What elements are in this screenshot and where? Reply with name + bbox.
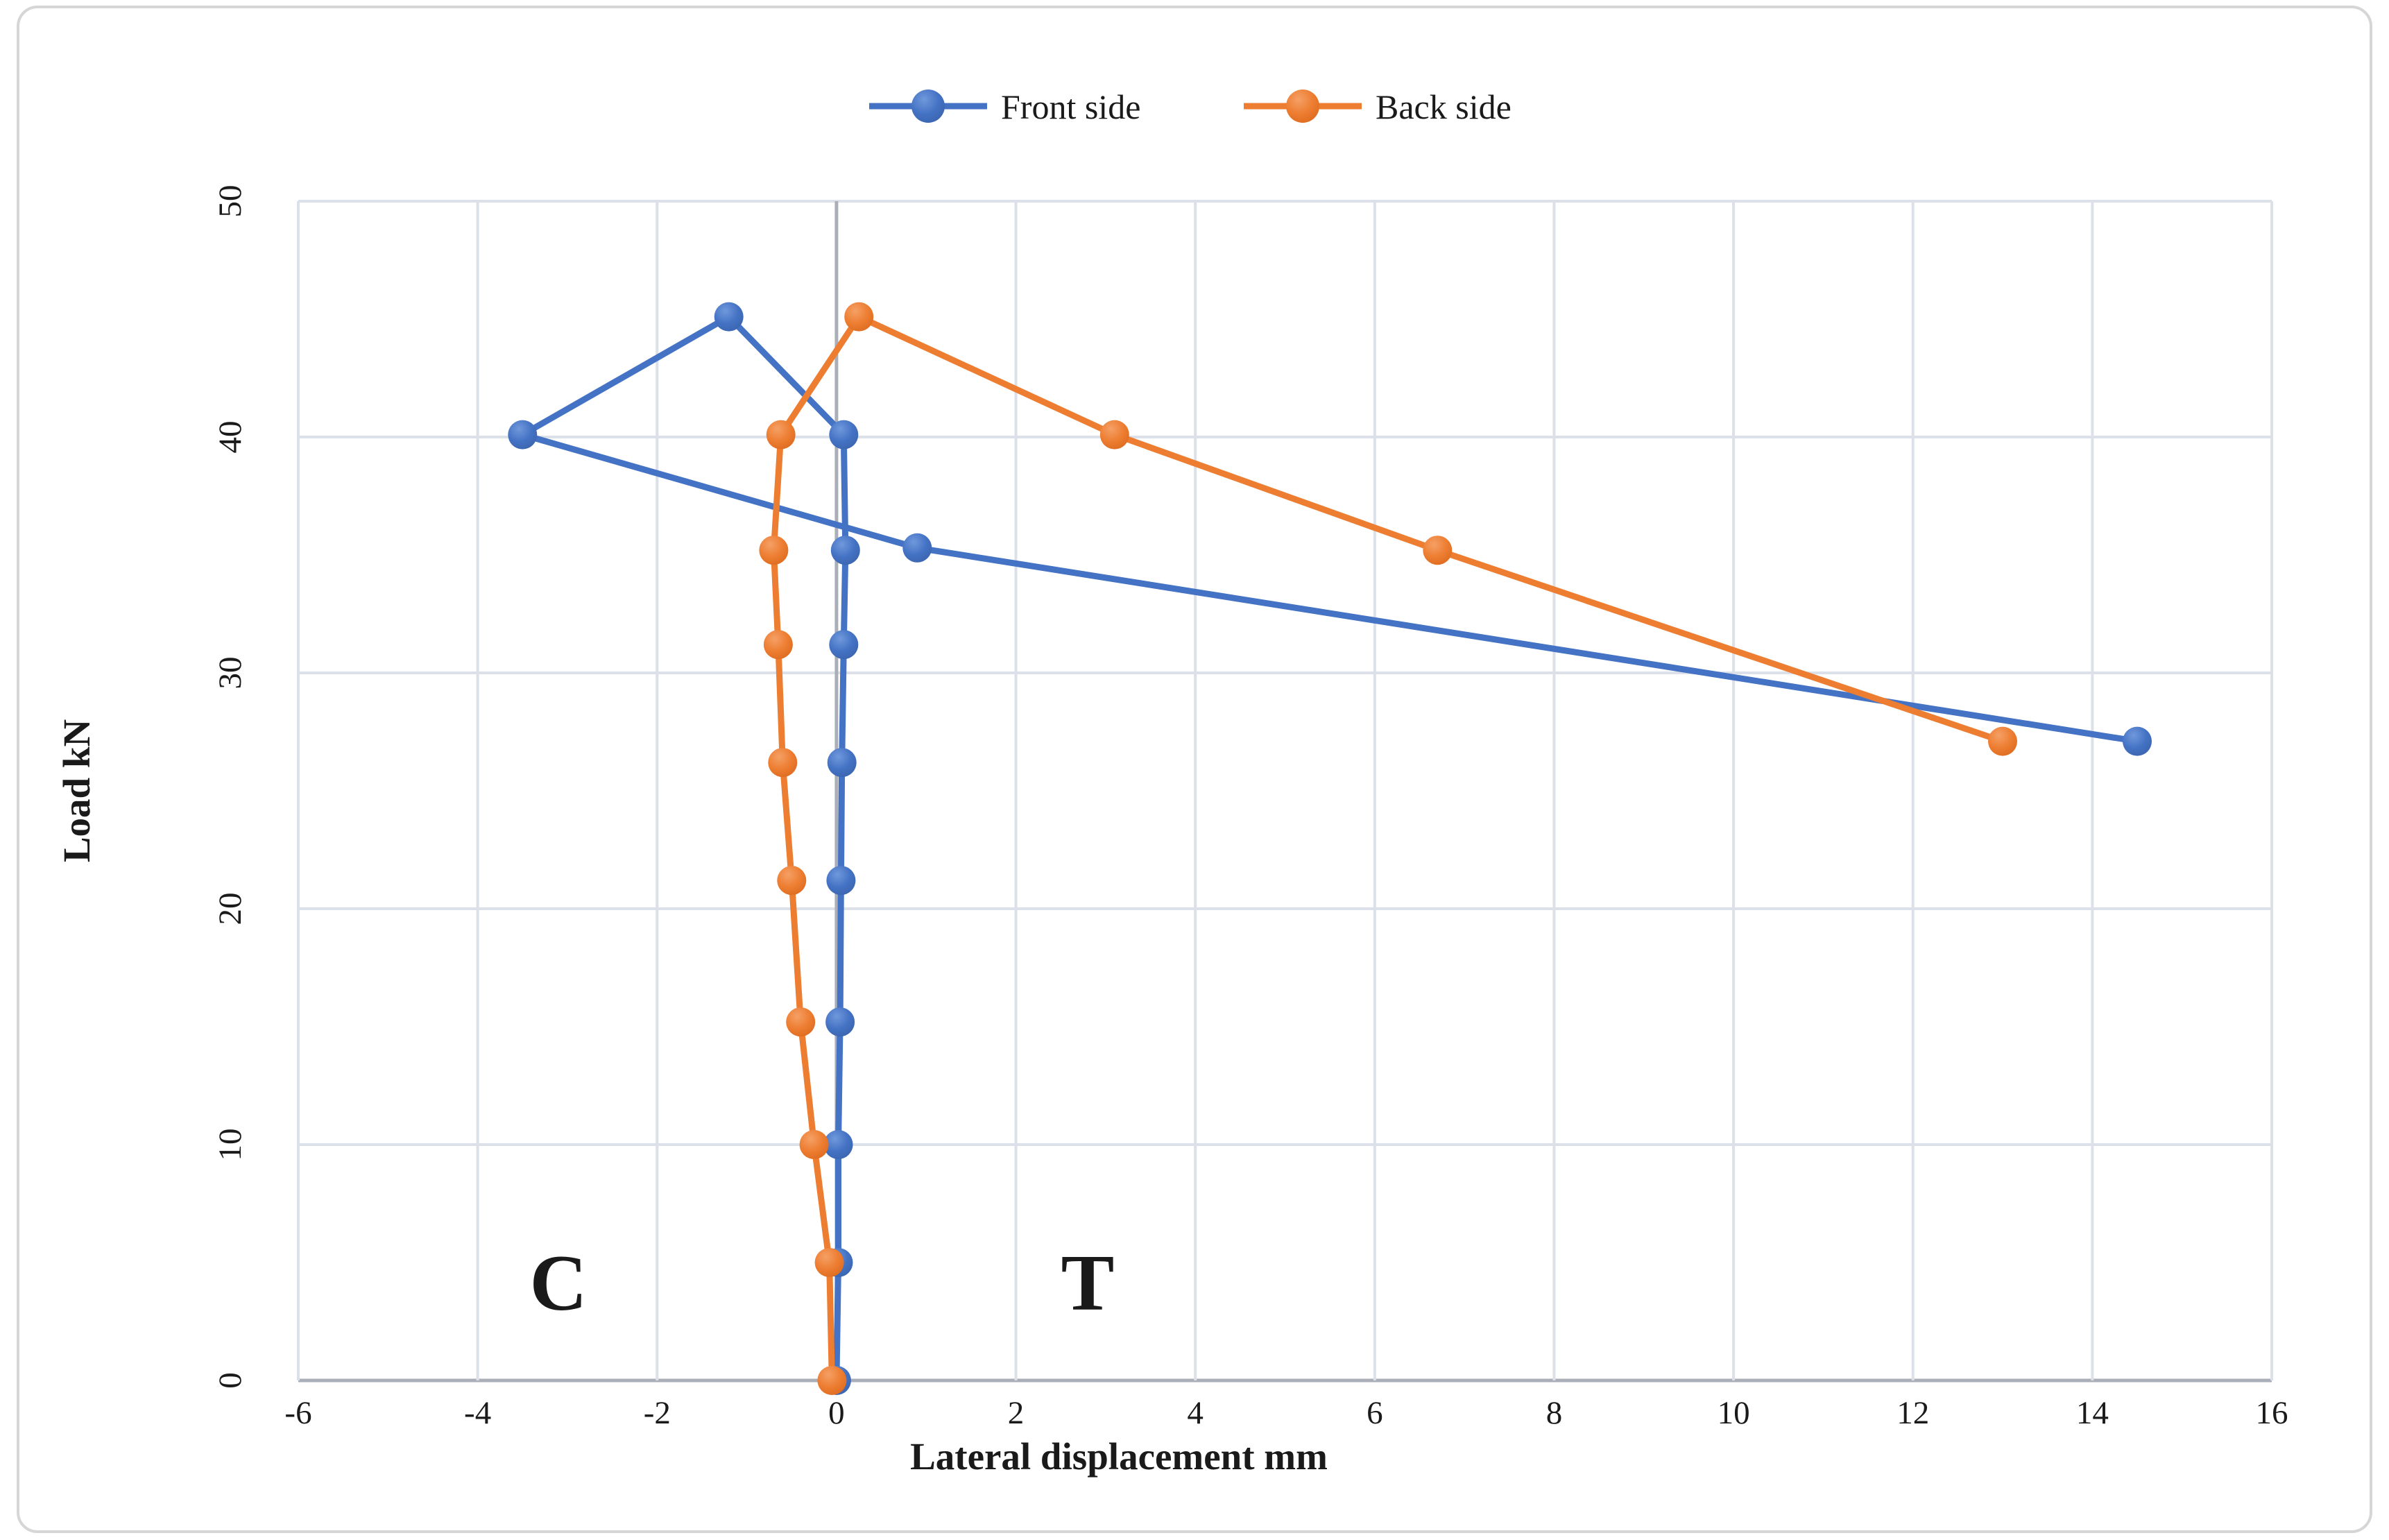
- x-tick-label-12: 12: [1896, 1395, 1929, 1431]
- y-tick-label-30: 30: [212, 657, 248, 690]
- gridlines: [297, 200, 2273, 1383]
- x-tick-label-6: 6: [1367, 1395, 1383, 1431]
- back-side-point: [759, 536, 789, 565]
- y-tick-label-20: 20: [212, 893, 248, 925]
- legend-front-marker-icon: [911, 89, 945, 123]
- front-side-point: [902, 533, 932, 563]
- compression-zone-label: C: [529, 1239, 587, 1327]
- x-tick-label-0: 0: [828, 1395, 845, 1431]
- front-side-point: [829, 420, 859, 450]
- y-tick-label-50: 50: [212, 185, 248, 218]
- y-tick-label-40: 40: [212, 421, 248, 454]
- back-side-line: [770, 314, 2006, 1384]
- y-tick-label-10: 10: [212, 1129, 248, 1161]
- x-axis-title: Lateral displacement mm: [910, 1435, 1328, 1478]
- back-side-point: [844, 302, 874, 332]
- x-tick-label--6: -6: [284, 1395, 311, 1431]
- back-side-point: [766, 420, 796, 450]
- x-tick-label-8: 8: [1546, 1395, 1563, 1431]
- legend: Front side Back side: [869, 87, 1512, 126]
- x-tick-label--2: -2: [644, 1395, 671, 1431]
- figure-border: [17, 6, 2372, 1533]
- x-tick-label-14: 14: [2076, 1395, 2109, 1431]
- y-tick-label-0: 0: [212, 1372, 248, 1389]
- series-lines: [519, 314, 2141, 1384]
- back-side-point: [1423, 536, 1453, 565]
- front-side-point: [827, 748, 857, 778]
- back-side-point: [777, 866, 807, 896]
- front-side-point: [825, 1007, 855, 1037]
- back-side-point: [799, 1130, 829, 1159]
- tension-zone-label: T: [1061, 1239, 1115, 1327]
- x-tick-label-10: 10: [1718, 1395, 1750, 1431]
- x-tick-label-2: 2: [1008, 1395, 1025, 1431]
- back-side-point: [786, 1007, 816, 1037]
- series-points: [508, 302, 2152, 1395]
- front-side-line: [519, 314, 2141, 1384]
- front-side-point: [714, 302, 744, 332]
- front-side-point: [508, 420, 538, 450]
- back-side-point: [814, 1248, 844, 1277]
- x-tick-label-4: 4: [1187, 1395, 1204, 1431]
- legend-back-label: Back side: [1376, 87, 1512, 126]
- x-tick-label--4: -4: [464, 1395, 491, 1431]
- back-side-point: [1099, 420, 1129, 450]
- back-side-point: [1988, 726, 2017, 756]
- back-side-point: [817, 1366, 847, 1395]
- legend-front-label: Front side: [1001, 87, 1140, 126]
- front-side-point: [830, 536, 860, 565]
- x-tick-label-16: 16: [2256, 1395, 2288, 1431]
- front-side-point: [2123, 726, 2152, 756]
- legend-back-marker-icon: [1286, 89, 1319, 123]
- front-side-point: [829, 630, 859, 660]
- y-axis-title: Load kN: [55, 719, 98, 862]
- front-side-point: [823, 1130, 853, 1159]
- back-side-point: [763, 630, 793, 660]
- front-side-point: [826, 866, 856, 896]
- tick-labels: -6 -4 -2 0 2 4 6 8 10 12 14 16 0 10 20 30 40 50: [212, 185, 2288, 1432]
- back-side-point: [768, 748, 798, 778]
